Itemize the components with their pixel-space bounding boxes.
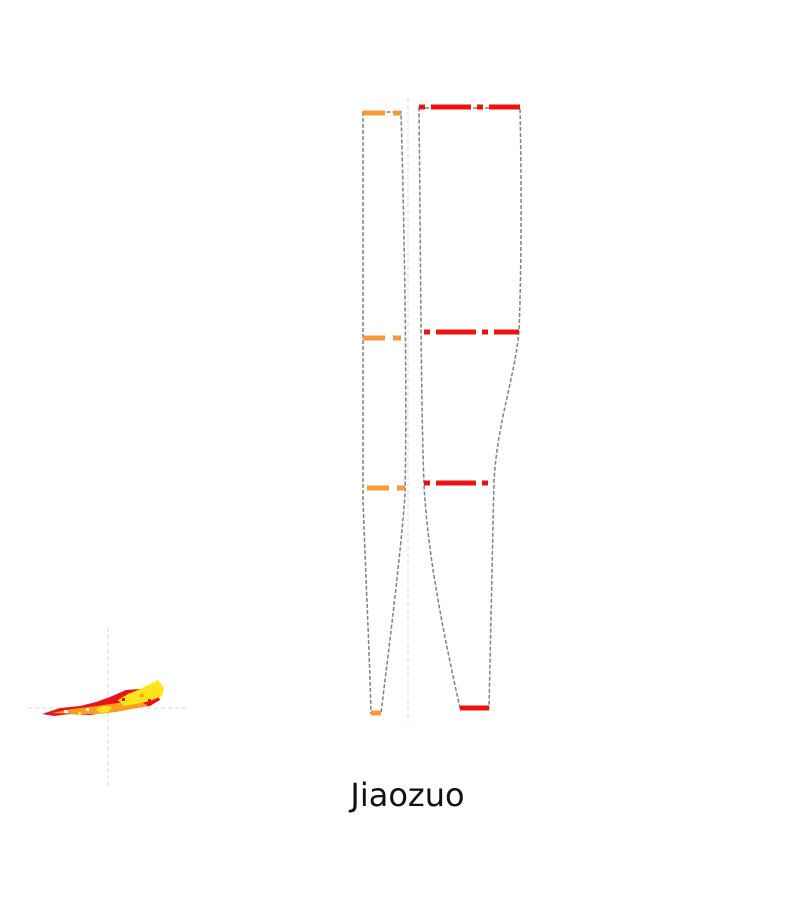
- map-pixel-4: [140, 694, 144, 697]
- map-region-yellow-small: [96, 706, 112, 713]
- right-half-outline: [418, 107, 522, 709]
- left-bands: [363, 110, 405, 716]
- city-caption: Jiaozuo: [350, 776, 465, 814]
- right-bands: [419, 104, 520, 711]
- inset-city-map: [42, 680, 164, 716]
- left-half-outline: [362, 111, 407, 714]
- map-pixel-1: [64, 710, 68, 713]
- map-pixel-3: [122, 698, 125, 701]
- map-pixel-5: [148, 699, 151, 702]
- map-region-yellow: [118, 680, 164, 706]
- map-pixel-2: [86, 708, 89, 711]
- map-pixel-6: [78, 712, 81, 715]
